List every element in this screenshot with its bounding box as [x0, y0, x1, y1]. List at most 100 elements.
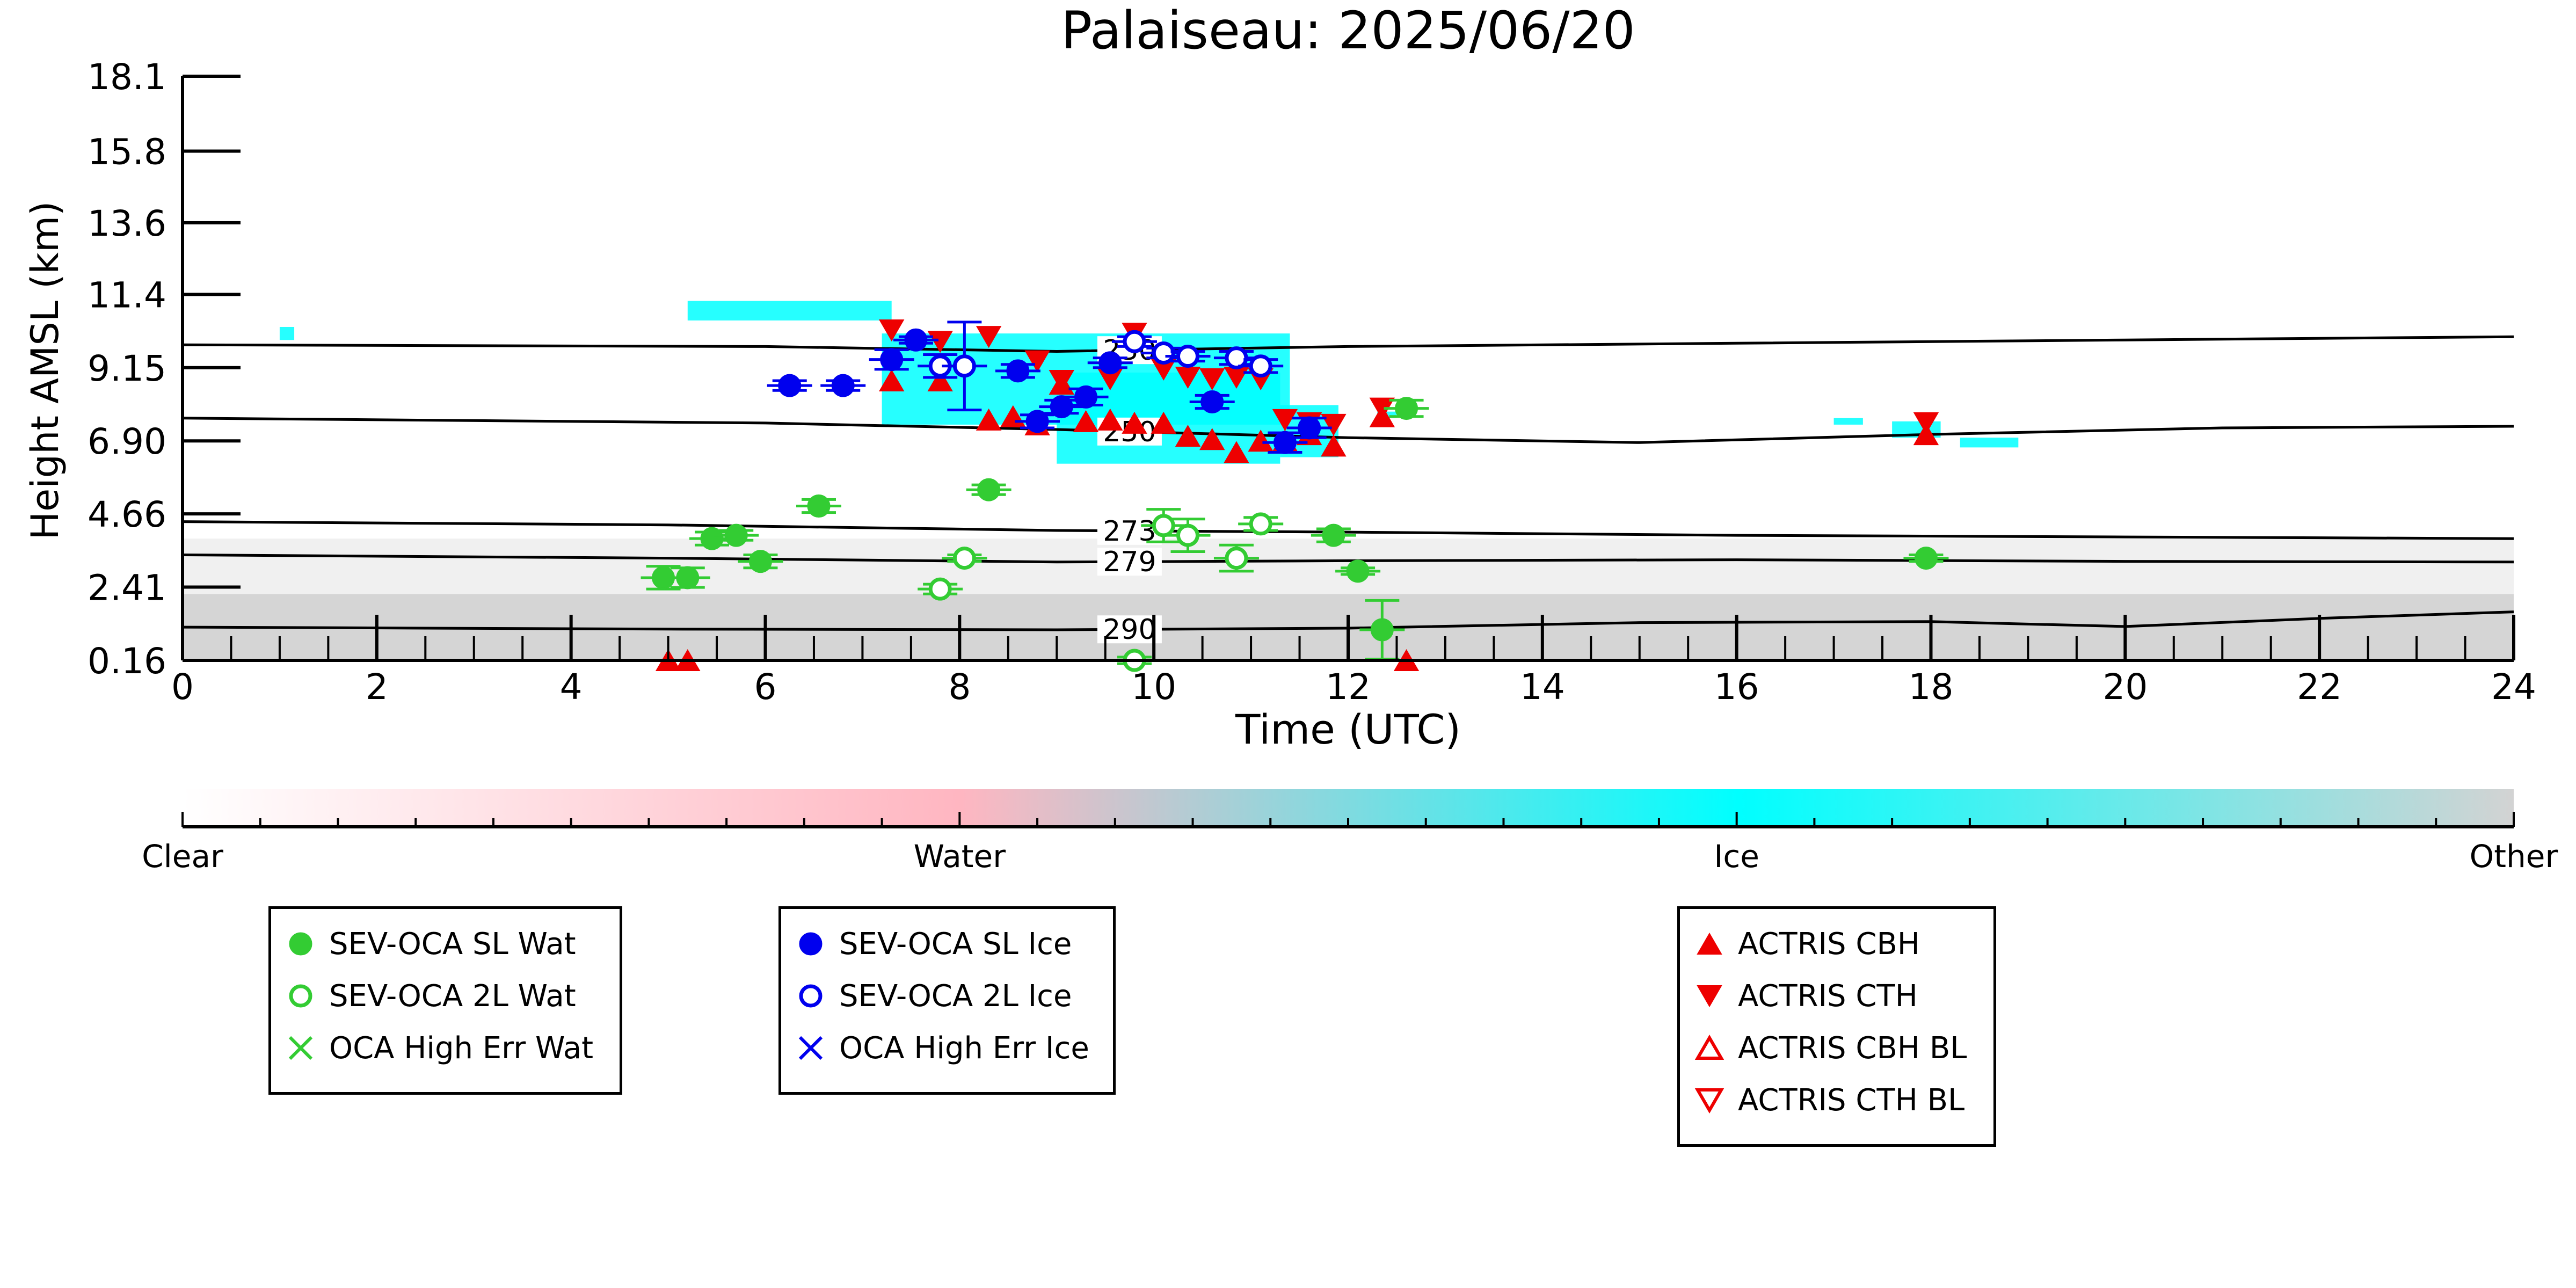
data-point — [1123, 330, 1146, 353]
data-point — [1395, 397, 1418, 420]
data-point — [831, 374, 855, 397]
contour-label-279: 279 — [1103, 546, 1156, 578]
open-triangle-up-icon — [1694, 1035, 1724, 1060]
legend-item: SEV-OCA SL Wat — [271, 920, 576, 968]
data-point — [952, 547, 976, 570]
y-tick-label: 11.4 — [88, 274, 166, 316]
data-point — [1225, 346, 1248, 370]
legend-label: OCA High Err Wat — [329, 1030, 594, 1066]
contour-label-bg — [1097, 516, 1162, 545]
data-point — [1346, 559, 1370, 583]
data-point — [807, 494, 831, 518]
legend-label: ACTRIS CBH BL — [1738, 1030, 1967, 1066]
legend-item: SEV-OCA SL Ice — [781, 920, 1072, 968]
y-tick-label: 13.6 — [88, 203, 166, 244]
data-point — [700, 527, 724, 550]
data-point — [1224, 441, 1249, 463]
x-axis-label: Time (UTC) — [1235, 705, 1461, 753]
data-point — [1025, 410, 1049, 433]
filled-circle-icon — [289, 932, 312, 956]
data-point — [1370, 618, 1394, 642]
colorbar-label-ice: Ice — [1714, 838, 1759, 875]
data-point — [1006, 359, 1030, 383]
data-point — [1225, 547, 1248, 570]
data-point — [724, 523, 748, 547]
data-point — [1200, 390, 1224, 413]
cloud-region-ice — [279, 326, 295, 340]
data-point — [1176, 345, 1199, 368]
y-tick-label: 0.16 — [88, 641, 166, 682]
legend-label: ACTRIS CTH — [1738, 978, 1918, 1014]
open-circle-icon — [799, 984, 823, 1008]
data-point — [1050, 395, 1073, 419]
data-point — [878, 369, 905, 392]
data-series-layer — [641, 319, 1949, 672]
y-tick-label: 6.90 — [88, 421, 166, 462]
data-point — [1249, 512, 1272, 536]
data-point — [928, 577, 952, 601]
contour-label-290: 290 — [1103, 614, 1156, 646]
triangle-up-icon — [1697, 933, 1722, 955]
contour-290 — [182, 610, 2514, 631]
y-tick-label: 9.15 — [88, 348, 166, 389]
open-circle-icon — [289, 984, 312, 1008]
legend-item: ACTRIS CTH BL — [1680, 1076, 1964, 1124]
data-point — [976, 408, 1002, 431]
legend-item: SEV-OCA 2L Wat — [271, 972, 576, 1020]
data-point — [1176, 523, 1199, 547]
data-point — [1298, 416, 1321, 440]
data-point — [1152, 341, 1175, 365]
colorbar-label-clear: Clear — [142, 838, 223, 875]
x-tick-label: 18 — [1909, 666, 1954, 708]
contour-279 — [182, 554, 2514, 564]
legend-label: SEV-OCA 2L Wat — [329, 978, 576, 1014]
x-tick-label: 4 — [560, 666, 583, 708]
cloud-mask-layer — [183, 301, 2514, 660]
legend-label: SEV-OCA SL Ice — [839, 926, 1072, 962]
data-point — [1321, 413, 1347, 436]
data-point — [676, 566, 700, 590]
y-tick-label: 4.66 — [88, 494, 166, 535]
data-point — [1914, 547, 1938, 570]
data-point — [1152, 514, 1175, 537]
open-triangle-down-icon — [1694, 1088, 1724, 1114]
legend-item: OCA High Err Ice — [781, 1024, 1089, 1072]
x-tick-label: 10 — [1131, 666, 1176, 708]
legend-label: ACTRIS CTH BL — [1738, 1082, 1965, 1118]
data-point — [1122, 411, 1147, 434]
x-icon — [798, 1036, 823, 1060]
x-tick-label: 2 — [366, 666, 388, 708]
legend-box-3: ACTRIS CBH ACTRIS CTH ACTRIS CBH BL ACTRIS … — [1677, 906, 1996, 1147]
contour-230 — [182, 335, 2514, 353]
contour-273 — [182, 520, 2514, 540]
legend-item: ACTRIS CBH BL — [1680, 1024, 1967, 1072]
data-point — [1175, 425, 1201, 447]
data-point — [880, 348, 904, 372]
data-point — [1322, 523, 1345, 547]
y-tick-label: 18.1 — [88, 56, 166, 98]
y-tick-label: 15.8 — [88, 131, 166, 172]
data-point — [952, 354, 976, 378]
data-point — [748, 550, 772, 573]
x-tick-label: 24 — [2491, 666, 2536, 708]
legend-item: ACTRIS CBH — [1680, 920, 1920, 968]
data-point — [1321, 434, 1347, 457]
data-point — [1073, 410, 1099, 432]
legend-item: OCA High Err Wat — [271, 1024, 593, 1072]
x-tick-label: 14 — [1520, 666, 1565, 708]
data-point — [1199, 428, 1225, 450]
data-point — [904, 328, 928, 352]
legend-label: OCA High Err Ice — [839, 1030, 1089, 1066]
data-point — [1199, 368, 1225, 391]
x-tick-label: 12 — [1326, 666, 1371, 708]
triangle-down-icon — [1697, 985, 1722, 1007]
data-point — [977, 478, 1001, 501]
data-point — [1249, 354, 1272, 378]
legend-box-1: SEV-OCA SL Wat SEV-OCA 2L Wat OCA High Err… — [268, 906, 622, 1095]
data-point — [1098, 351, 1122, 375]
contour-label-bg — [1097, 548, 1162, 576]
data-point — [1273, 431, 1297, 454]
series-actris-cth — [878, 319, 1939, 436]
data-point — [878, 319, 905, 342]
